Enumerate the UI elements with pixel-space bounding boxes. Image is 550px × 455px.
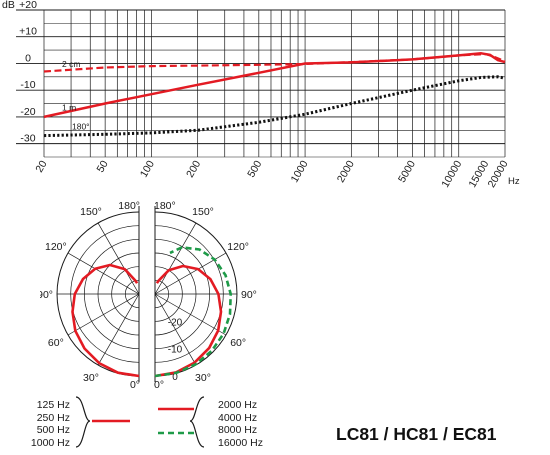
fr-series-1m bbox=[43, 52, 506, 119]
fr-xtick-label: 50 bbox=[95, 158, 111, 174]
polar-half-right bbox=[154, 206, 238, 382]
polar-spoke bbox=[97, 293, 140, 366]
polar-angle-label: 120° bbox=[45, 241, 67, 253]
fr-series-label: 1 m bbox=[62, 102, 76, 112]
legend-keys bbox=[75, 396, 205, 448]
polar-half-left bbox=[56, 206, 140, 382]
fr-series-180 bbox=[43, 75, 506, 138]
polar-angle-label: 90° bbox=[40, 289, 53, 301]
model-title: LC81 / HC81 / EC81 bbox=[336, 424, 497, 444]
fr-xtick-label: 200 bbox=[184, 158, 203, 179]
legend-label-2000: 2000 Hz bbox=[218, 399, 258, 411]
fr-ytick-label: +20 bbox=[19, 0, 37, 11]
polar-spoke bbox=[67, 252, 140, 295]
polar-radial-label: -10 bbox=[168, 345, 183, 356]
fr-ytick-label: 0 bbox=[25, 52, 31, 64]
legend-brace-right bbox=[189, 396, 205, 448]
fr-ytick-label: +10 bbox=[19, 26, 37, 38]
legend-label-250: 250 Hz bbox=[36, 411, 70, 424]
polar-spoke bbox=[97, 222, 140, 295]
fr-ytick-label: -30 bbox=[20, 133, 35, 145]
polar-angle-label: 90° bbox=[241, 289, 257, 301]
polar-angle-label: 30° bbox=[195, 372, 211, 384]
polar-series-right-red bbox=[154, 264, 223, 378]
fr-xtick-label: 10000 bbox=[439, 158, 464, 189]
polar-series-left-red bbox=[71, 263, 140, 378]
fr-xtick-label: 1000 bbox=[289, 158, 311, 184]
polar-angle-label: 150° bbox=[80, 206, 102, 218]
fr-ytick-label: -10 bbox=[20, 79, 35, 91]
polar-pattern-chart: 180° 150° 120° 90° 60° 30° 0° 180° 150° 120° 90° 60… bbox=[40, 200, 257, 391]
legend-label-16000: 16000 Hz bbox=[218, 436, 263, 449]
fr-xtick-label: 20 bbox=[33, 158, 49, 174]
polar-angle-label: 0° bbox=[154, 379, 164, 391]
polar-angle-label: 180° bbox=[118, 200, 140, 212]
fr-xtick-label: 20000 bbox=[486, 158, 511, 189]
polar-spoke bbox=[67, 293, 140, 336]
fr-xtick-label: 100 bbox=[138, 158, 157, 179]
legend-label-4000: 4000 Hz bbox=[218, 411, 258, 424]
fr-y-unit: dB bbox=[2, 0, 15, 11]
fr-series-label: 180° bbox=[72, 122, 90, 132]
polar-spoke bbox=[154, 293, 197, 366]
polar-angle-label: 30° bbox=[83, 372, 99, 384]
polar-angle-label: 180° bbox=[154, 200, 176, 212]
fr-xtick-label: 5000 bbox=[396, 158, 418, 184]
polar-radial-label: -20 bbox=[168, 317, 183, 328]
fr-grid bbox=[16, 9, 506, 158]
frequency-response-chart: +20 +10 0 -10 -20 -30 dB 20 50 100 200 500 1000 2000 5… bbox=[2, 0, 520, 190]
polar-spoke bbox=[154, 222, 197, 295]
fr-x-unit: Hz bbox=[508, 176, 520, 187]
legend-label-500: 500 Hz bbox=[36, 424, 70, 436]
polar-angle-label: 60° bbox=[48, 337, 64, 349]
legend-label-1000: 1000 Hz bbox=[30, 436, 70, 449]
polar-angle-label: 0° bbox=[130, 379, 140, 391]
fr-series-label: 2 cm bbox=[62, 59, 80, 69]
polar-spoke bbox=[154, 293, 227, 336]
fr-xtick-label: 2000 bbox=[335, 158, 357, 184]
polar-angle-label: 60° bbox=[230, 337, 246, 349]
polar-center-gap bbox=[140, 202, 154, 386]
polar-radial-label: 0 bbox=[172, 372, 178, 383]
legend-label-8000: 8000 Hz bbox=[218, 424, 258, 436]
legend-low-group: 125 Hz 250 Hz 500 Hz 1000 Hz bbox=[26, 399, 70, 449]
polar-angle-label: 120° bbox=[227, 241, 249, 253]
polar-angle-label: 150° bbox=[192, 206, 214, 218]
polar-series-right-green bbox=[154, 246, 232, 378]
fr-xtick-label: 500 bbox=[245, 158, 264, 179]
legend-high-group: 2000 Hz 4000 Hz 8000 Hz 16000 Hz bbox=[218, 399, 263, 449]
fr-ytick-label: -20 bbox=[20, 106, 35, 118]
legend-brace-left bbox=[75, 396, 91, 448]
legend-label-125: 125 Hz bbox=[36, 399, 70, 411]
